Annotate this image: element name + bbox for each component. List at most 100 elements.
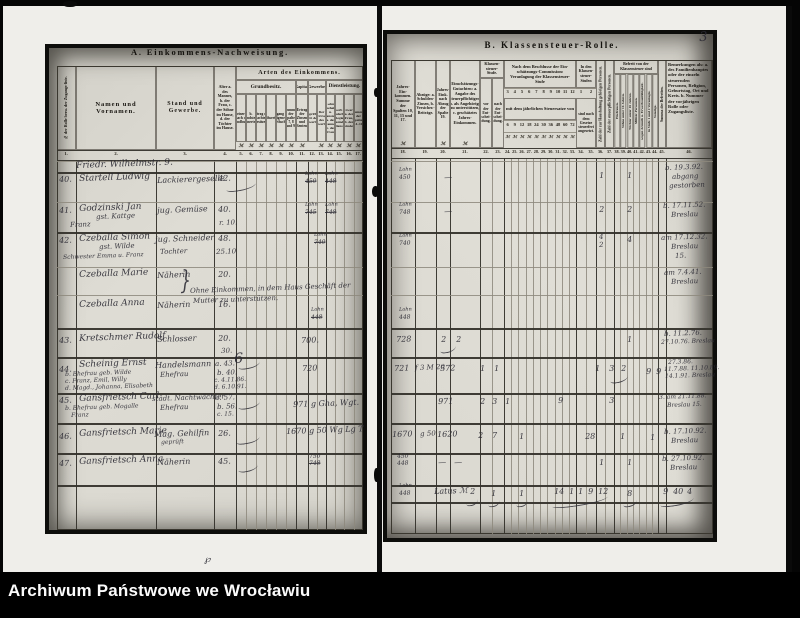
column-number: 23. <box>495 149 501 154</box>
column-number: 14. <box>327 151 333 156</box>
currency-mark: ℳ <box>268 143 274 148</box>
grid-line <box>525 158 527 534</box>
handwriting-entry: 448 <box>396 459 409 467</box>
currency-mark: ℳ <box>462 141 468 146</box>
page-title-klassensteuer-rolle: B. Klassensteuer-Rolle. <box>484 40 620 50</box>
grid-line <box>57 295 363 296</box>
currency-mark: ℳ <box>288 143 294 148</box>
sub-column-label: b. Grundsteuer-Reinertrag. <box>246 94 256 142</box>
handwriting-entry: 728 <box>395 334 412 344</box>
handwriting-entry: 9 <box>662 486 669 496</box>
grid-line <box>436 158 438 534</box>
grid-line <box>480 158 482 534</box>
header-rule <box>391 158 713 159</box>
handwriting-entry: — <box>453 457 463 467</box>
column-number: 39. <box>620 149 626 154</box>
stufen-digit: 10 <box>555 89 561 94</box>
sub-column-label: Erwerb aus Handarbeit, Regie, Gesinde-Di… <box>335 94 344 142</box>
handwriting-entry: 740 <box>398 239 411 247</box>
grid-line <box>286 160 287 530</box>
handwriting-entry: 2 <box>455 334 462 344</box>
grid-line <box>576 158 578 534</box>
handwriting-entry: 15. <box>674 251 687 260</box>
grid-line <box>57 232 363 234</box>
column-number: 5. <box>239 151 243 156</box>
sub-column-label: in Stufe 1 und 2 Veranlagte. <box>645 74 652 148</box>
header-group-kapital: Kapital. <box>296 80 308 94</box>
handwriting-entry: 971 <box>437 396 454 406</box>
grid-line <box>540 158 541 534</box>
handwriting-entry: g 50 <box>419 429 436 438</box>
header-col-vor-entscheidung: vor der Ent-schei-dung. <box>480 78 492 148</box>
handwriting-entry: 9 <box>557 395 564 405</box>
handwriting-entry: 9 <box>655 366 662 376</box>
handwriting-entry: 4 <box>626 234 633 244</box>
stufen-digit: 12 <box>570 89 575 94</box>
grid-line <box>214 160 216 530</box>
handwriting-entry: 2 <box>626 204 633 214</box>
handwriting-entry: 14 <box>553 486 565 496</box>
column-number: 37. <box>606 149 613 154</box>
currency-mark: ℳ <box>346 143 352 148</box>
column-number: 41. <box>633 149 639 154</box>
currency-mark: ℳ <box>570 134 575 139</box>
handwriting-entry: geprüft <box>160 438 184 446</box>
grid-line <box>317 160 318 530</box>
handwriting-entry: 1 <box>626 170 633 180</box>
grid-line <box>518 158 520 534</box>
currency-mark: ℳ <box>555 134 561 139</box>
column-number: 16. <box>346 151 352 156</box>
page-number: 3 <box>698 29 708 45</box>
column-number: 29. <box>540 149 547 154</box>
column-number: 35. <box>588 149 594 154</box>
column-number: 42. <box>639 149 645 154</box>
table-frame-right <box>391 60 713 534</box>
handwriting-entry: Lohn <box>310 306 324 313</box>
steuersatz-value: 30 <box>541 122 546 127</box>
grid-line <box>354 160 355 530</box>
handwriting-entry: 1620 <box>436 429 458 439</box>
handwriting-entry: 448 <box>324 177 337 185</box>
handwriting-entry: 7 <box>491 430 498 440</box>
handwriting-entry: 1670 <box>391 429 413 439</box>
handwriting-entry: 42. <box>217 173 232 183</box>
column-number: 11. <box>299 151 305 156</box>
grid-line <box>391 502 713 504</box>
handwriting-entry: 721 <box>393 363 410 373</box>
sub-column-label: Töchter unter 16 Jahren. <box>626 74 633 148</box>
steuersatz-value: 60 <box>562 122 568 127</box>
sub-column-label: Begriff u. Ort des Gewerbes. <box>308 94 317 142</box>
header-rule <box>576 88 596 89</box>
currency-mark: ℳ <box>541 134 546 139</box>
grid-line <box>391 393 713 395</box>
handwriting-entry: b. 19.3.92. <box>664 162 704 172</box>
header-rule <box>504 132 576 133</box>
grid-line <box>561 158 563 534</box>
stufen-digit: 3 <box>506 89 509 94</box>
grid-line <box>658 158 660 534</box>
column-number: 1. <box>64 151 68 156</box>
column-number: 10. <box>288 151 294 156</box>
handwriting-entry: 572 <box>439 363 456 373</box>
currency-mark: ℳ <box>248 143 254 148</box>
column-number: 32. <box>562 149 568 154</box>
handwriting-entry: Tochter <box>159 247 188 256</box>
handwriting-entry: — <box>437 457 447 467</box>
handwriting-entry: 45. <box>217 456 232 466</box>
grid-line <box>605 158 606 534</box>
handwriting-entry: 740 <box>313 238 326 246</box>
handwriting-entry: Breslau <box>670 436 699 445</box>
ink-blob <box>63 1 77 7</box>
handwriting-entry: 1 <box>479 363 486 373</box>
handwriting-entry: 3 <box>608 363 615 373</box>
column-number: 20. <box>440 149 446 154</box>
grid-line <box>391 328 713 330</box>
handwriting-entry: 448 <box>398 313 411 321</box>
handwriting-entry: 40. <box>58 174 73 184</box>
column-number: 26. <box>519 149 525 154</box>
handwriting-entry: Lohn <box>398 166 412 173</box>
steuersatz-value: 72 <box>570 122 575 127</box>
grid-line <box>57 328 363 330</box>
handwriting-entry: 40. <box>217 204 232 214</box>
grid-line <box>626 158 628 534</box>
